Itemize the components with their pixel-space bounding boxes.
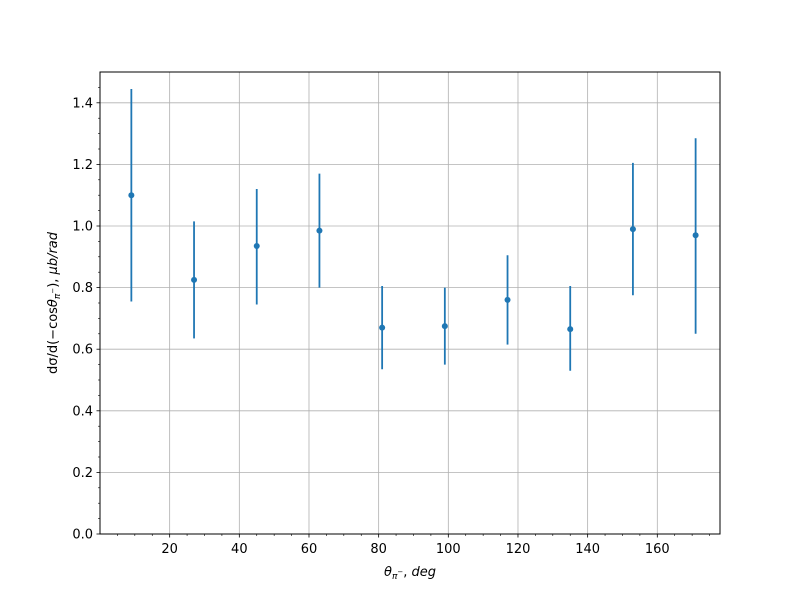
data-point xyxy=(567,326,574,333)
x-tick-label: 140 xyxy=(575,542,600,557)
data-point xyxy=(504,296,511,303)
data-point xyxy=(692,232,699,239)
y-tick-label: 1.4 xyxy=(72,96,93,111)
y-tick-label: 1.2 xyxy=(72,158,93,173)
x-tick-label: 120 xyxy=(506,542,531,557)
x-axis-label: θπ−, deg xyxy=(384,565,436,582)
y-tick-label: 0.0 xyxy=(72,528,93,543)
x-tick-label: 160 xyxy=(645,542,670,557)
x-tick-label: 60 xyxy=(301,542,318,557)
y-tick-label: 0.2 xyxy=(72,466,93,481)
data-point xyxy=(629,226,636,233)
x-axis-ticks: 20 40 60 80 100 120 140 160 xyxy=(117,534,710,557)
grid-lines xyxy=(100,72,720,535)
data-point xyxy=(128,192,135,199)
x-tick-label: 100 xyxy=(436,542,461,557)
y-tick-label: 0.4 xyxy=(72,404,93,419)
data-point xyxy=(191,276,198,283)
data-points xyxy=(128,192,699,333)
y-tick-label: 0.8 xyxy=(72,281,93,296)
x-tick-label: 80 xyxy=(370,542,387,557)
y-tick-label: 0.6 xyxy=(72,343,93,358)
y-axis-label: dσ/d(−cosθπ−), μb/rad xyxy=(46,231,63,374)
data-point xyxy=(316,227,323,234)
x-tick-label: 20 xyxy=(161,542,178,557)
y-axis-ticks: 0.0 0.2 0.4 0.6 0.8 1.0 1.2 1.4 xyxy=(72,87,100,543)
x-tick-label: 40 xyxy=(231,542,248,557)
plot-frame xyxy=(99,71,721,535)
data-point xyxy=(379,324,386,331)
error-bars xyxy=(130,88,697,371)
data-point xyxy=(253,243,260,250)
data-point xyxy=(441,323,448,330)
y-tick-label: 1.0 xyxy=(72,220,93,235)
